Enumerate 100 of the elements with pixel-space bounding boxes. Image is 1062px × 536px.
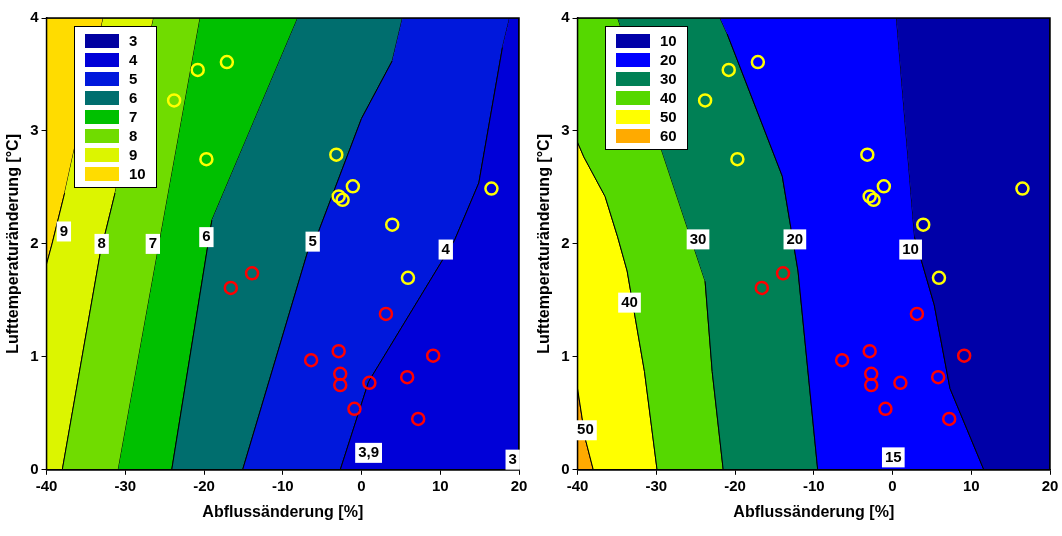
annotation: 7 — [148, 234, 158, 252]
point — [244, 266, 260, 281]
point — [384, 217, 400, 232]
annotation: 20 — [786, 229, 804, 247]
annotation: 3,9 — [358, 443, 380, 460]
annotation: 15 — [884, 447, 902, 465]
x-tick-label: -40 — [566, 476, 589, 494]
x-tick-label: 0 — [357, 476, 366, 494]
annotation: 10 — [902, 239, 919, 257]
point — [1015, 181, 1030, 196]
legend-label: 50 — [660, 108, 677, 125]
point — [750, 54, 766, 70]
x-axis-title: Abflussänderung [%] — [202, 502, 364, 520]
annotation: 3 — [508, 449, 517, 467]
point — [333, 366, 348, 382]
point — [378, 306, 394, 322]
legend-label: 20 — [660, 51, 677, 68]
point — [862, 343, 877, 359]
point — [893, 375, 908, 391]
y-tick-label: 1 — [561, 346, 570, 364]
y-tick-label: 4 — [30, 8, 40, 26]
point — [303, 352, 319, 368]
y-tick-label: 2 — [561, 234, 570, 252]
y-axis-title: Lufttemperaturänderung [°C] — [535, 134, 553, 354]
annotation: 5 — [308, 231, 317, 249]
x-tick-label: -20 — [193, 476, 215, 494]
point — [399, 369, 415, 385]
point — [329, 147, 344, 162]
point — [754, 280, 770, 296]
point — [931, 270, 947, 286]
point — [721, 62, 736, 78]
point — [941, 411, 957, 427]
x-tick-label: 10 — [962, 476, 980, 494]
point — [331, 189, 346, 204]
annotation: 4 — [441, 239, 451, 257]
y-tick-label: 1 — [30, 346, 39, 364]
legend-label: 4 — [129, 51, 138, 68]
legend-label: 8 — [129, 127, 138, 144]
y-tick-label: 0 — [30, 459, 39, 477]
x-tick-label: 0 — [888, 476, 897, 494]
y-tick-label: 4 — [561, 8, 571, 26]
annotation: 40 — [621, 292, 638, 310]
point — [223, 280, 239, 296]
point — [864, 366, 879, 382]
legend-label: 3 — [129, 32, 138, 49]
legend-label: 10 — [660, 32, 677, 49]
legend-label: 5 — [129, 70, 138, 87]
point — [834, 352, 850, 368]
point — [347, 401, 362, 417]
point — [860, 147, 875, 162]
x-tick-label: -40 — [35, 476, 58, 494]
legend-label: 10 — [129, 165, 146, 182]
annotation: 8 — [97, 234, 106, 252]
y-tick-label: 3 — [561, 121, 570, 139]
point — [345, 179, 361, 194]
x-tick-label: 10 — [431, 476, 449, 494]
legend-label: 6 — [129, 89, 138, 106]
point — [219, 54, 235, 70]
annotation: 30 — [689, 229, 707, 247]
legend-label: 30 — [660, 70, 677, 87]
point — [331, 343, 346, 359]
point — [190, 62, 205, 78]
point — [956, 348, 972, 363]
point — [425, 348, 441, 363]
annotation: 6 — [202, 227, 211, 245]
x-tick-label: -30 — [114, 476, 137, 494]
point — [775, 266, 791, 281]
legend-label: 9 — [129, 146, 138, 163]
point — [484, 181, 499, 196]
point — [876, 179, 892, 194]
x-tick-label: 20 — [510, 476, 528, 494]
point — [878, 401, 893, 417]
point — [199, 151, 214, 167]
point — [166, 93, 182, 108]
legend-label: 60 — [660, 127, 677, 144]
point — [400, 270, 416, 286]
point — [335, 192, 350, 208]
y-tick-label: 2 — [30, 234, 39, 252]
point — [333, 377, 348, 393]
legend-label: 7 — [129, 108, 138, 125]
x-axis-title: Abflussänderung [%] — [733, 502, 895, 520]
point — [697, 93, 713, 108]
x-tick-label: -10 — [802, 476, 825, 494]
point — [862, 189, 877, 204]
point — [730, 151, 745, 167]
legend-label: 40 — [660, 89, 677, 106]
y-tick-label: 3 — [30, 121, 39, 139]
point — [930, 369, 946, 385]
x-tick-label: -10 — [271, 476, 294, 494]
x-tick-label: -20 — [724, 476, 746, 494]
point — [915, 217, 931, 232]
point — [866, 192, 881, 208]
y-tick-label: 0 — [561, 459, 570, 477]
point — [362, 375, 377, 391]
annotation: 9 — [59, 221, 69, 239]
point — [909, 306, 925, 322]
y-axis-title: Lufttemperaturänderung [°C] — [4, 134, 22, 354]
point — [410, 411, 426, 427]
x-tick-label: -30 — [645, 476, 668, 494]
x-tick-label: 20 — [1041, 476, 1059, 494]
